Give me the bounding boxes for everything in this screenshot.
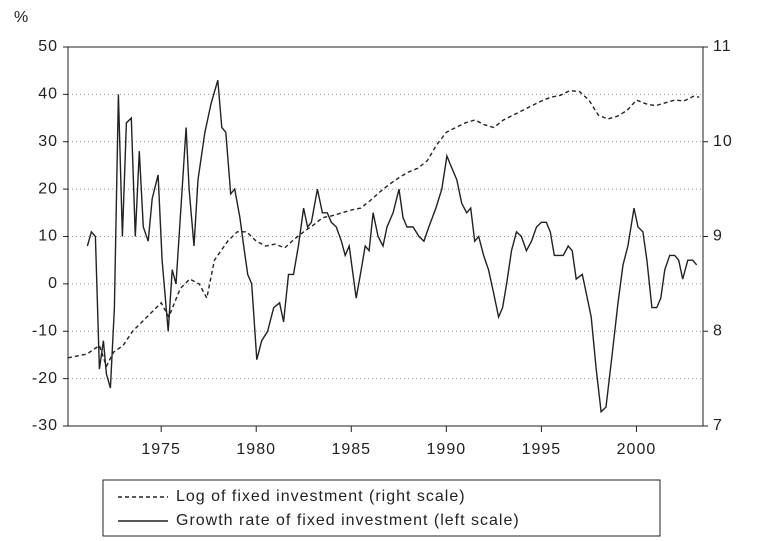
y-tick-label: 40 bbox=[38, 86, 58, 103]
legend-label: Log of fixed investment (right scale) bbox=[176, 488, 466, 505]
y2-tick-label: 9 bbox=[713, 228, 723, 245]
y-tick-label: -20 bbox=[32, 370, 58, 387]
y-tick-label: 50 bbox=[38, 38, 58, 55]
x-tick-label: 1975 bbox=[141, 441, 181, 458]
y-tick-label: 30 bbox=[38, 133, 58, 150]
y2-tick-label: 10 bbox=[713, 133, 733, 150]
x-tick-label: 1995 bbox=[522, 441, 562, 458]
plot-frame bbox=[67, 46, 704, 427]
legend-box bbox=[102, 479, 661, 537]
x-tick-label: 2000 bbox=[617, 441, 657, 458]
y-tick-label: 20 bbox=[38, 180, 58, 197]
y-axis-label: % bbox=[14, 9, 29, 26]
line-series bbox=[67, 89, 700, 369]
y2-tick-label: 7 bbox=[713, 417, 723, 434]
y2-tick-label: 8 bbox=[713, 322, 723, 339]
line-series bbox=[86, 80, 698, 414]
legend-label: Growth rate of fixed investment (left sc… bbox=[176, 512, 520, 529]
x-tick-label: 1990 bbox=[427, 441, 467, 458]
y-tick-label: -30 bbox=[32, 417, 58, 434]
x-tick-label: 1985 bbox=[331, 441, 371, 458]
x-tick-label: 1980 bbox=[236, 441, 276, 458]
y2-tick-label: 11 bbox=[713, 38, 732, 55]
y-tick-label: -10 bbox=[32, 322, 58, 339]
y-tick-label: 0 bbox=[48, 275, 58, 292]
y-tick-label: 10 bbox=[38, 228, 58, 245]
